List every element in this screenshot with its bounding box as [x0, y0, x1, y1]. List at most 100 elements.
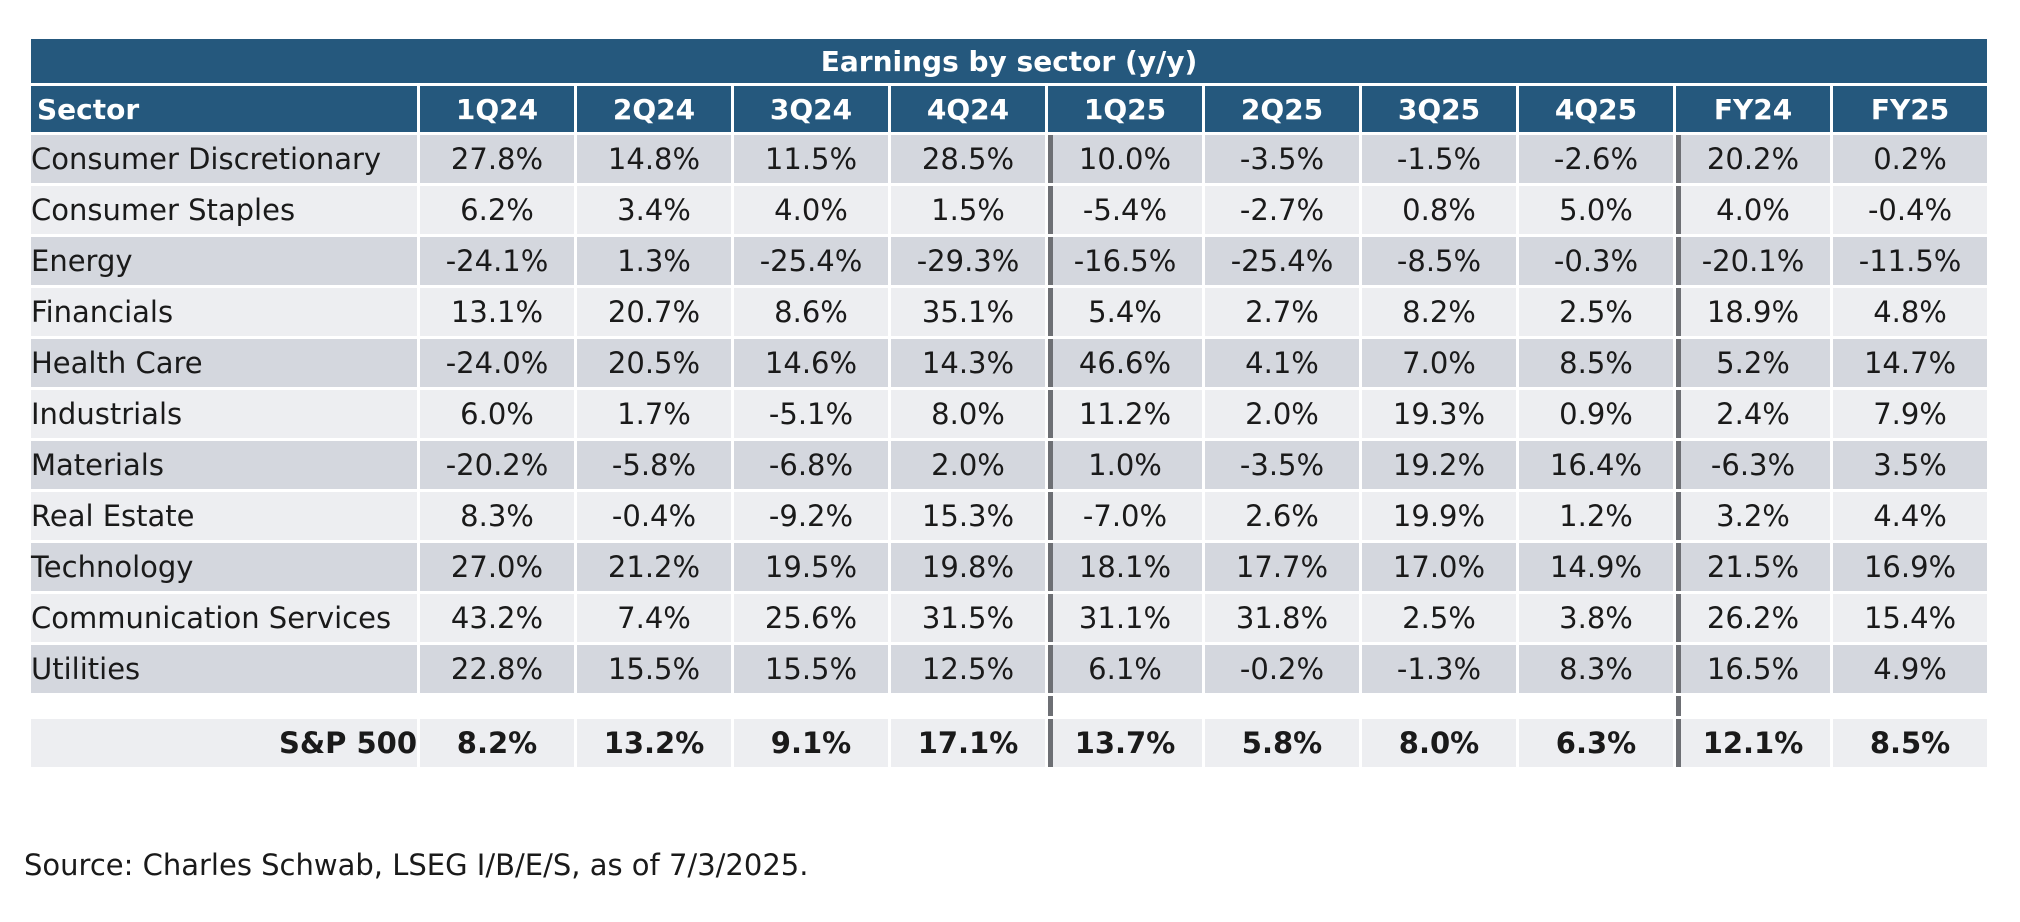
value-cell: 5.4%	[1048, 288, 1202, 336]
sector-name: Materials	[31, 441, 417, 489]
total-row: S&P 500 8.2% 13.2% 9.1% 17.1% 13.7% 5.8% 8.0% 6.…	[31, 719, 1988, 767]
table-row: Utilities 22.8% 15.5% 15.5% 12.5% 6.1% -0.2% -1…	[31, 645, 1988, 693]
total-label: S&P 500	[31, 719, 417, 767]
value-cell: 5.0%	[1519, 186, 1673, 234]
value-cell: -1.3%	[1362, 645, 1516, 693]
value-cell: 13.1%	[420, 288, 574, 336]
value-cell: 2.5%	[1519, 288, 1673, 336]
column-header: 1Q24	[420, 86, 574, 132]
value-cell: 16.5%	[1676, 645, 1830, 693]
value-cell: 2.5%	[1362, 594, 1516, 642]
value-cell: -16.5%	[1048, 237, 1202, 285]
spacer-cell	[1676, 696, 1830, 716]
value-cell: -5.8%	[577, 441, 731, 489]
value-cell: 1.0%	[1048, 441, 1202, 489]
value-cell: 17.7%	[1205, 543, 1359, 591]
value-cell: 0.9%	[1519, 390, 1673, 438]
table-row: Real Estate 8.3% -0.4% -9.2% 15.3% -7.0% 2.6% 1…	[31, 492, 1988, 540]
value-cell: 1.7%	[577, 390, 731, 438]
value-cell: 8.3%	[1519, 645, 1673, 693]
value-cell: 31.1%	[1048, 594, 1202, 642]
value-cell: 11.5%	[734, 135, 888, 183]
column-header: 4Q24	[891, 86, 1045, 132]
value-cell: 21.2%	[577, 543, 731, 591]
table-title: Earnings by sector (y/y)	[31, 39, 1988, 83]
total-value-cell: 5.8%	[1205, 719, 1359, 767]
value-cell: 8.0%	[891, 390, 1045, 438]
sector-name: Technology	[31, 543, 417, 591]
value-cell: 20.2%	[1676, 135, 1830, 183]
table-row: Energy -24.1% 1.3% -25.4% -29.3% -16.5% -25.4%…	[31, 237, 1988, 285]
value-cell: 3.4%	[577, 186, 731, 234]
column-header: 3Q25	[1362, 86, 1516, 132]
value-cell: 20.7%	[577, 288, 731, 336]
value-cell: -2.6%	[1519, 135, 1673, 183]
value-cell: 14.9%	[1519, 543, 1673, 591]
value-cell: 17.0%	[1362, 543, 1516, 591]
table-row: Health Care -24.0% 20.5% 14.6% 14.3% 46.6% 4.1…	[31, 339, 1988, 387]
value-cell: -3.5%	[1205, 135, 1359, 183]
total-value-cell: 6.3%	[1519, 719, 1673, 767]
table-row: Industrials 6.0% 1.7% -5.1% 8.0% 11.2% 2.0% 19.…	[31, 390, 1988, 438]
value-cell: -3.5%	[1205, 441, 1359, 489]
value-cell: -6.8%	[734, 441, 888, 489]
value-cell: 3.8%	[1519, 594, 1673, 642]
value-cell: -5.4%	[1048, 186, 1202, 234]
spacer-cell	[1205, 696, 1359, 716]
value-cell: 8.3%	[420, 492, 574, 540]
column-header-sector: Sector	[31, 86, 417, 132]
value-cell: -0.3%	[1519, 237, 1673, 285]
spacer-cell	[1362, 696, 1516, 716]
table-row: Consumer Staples 6.2% 3.4% 4.0% 1.5% -5.4% -2.…	[31, 186, 1988, 234]
spacer-cell	[1833, 696, 1988, 716]
value-cell: 19.9%	[1362, 492, 1516, 540]
spacer-cell	[577, 696, 731, 716]
sector-name: Communication Services	[31, 594, 417, 642]
sector-name: Energy	[31, 237, 417, 285]
value-cell: 27.0%	[420, 543, 574, 591]
total-value-cell: 8.0%	[1362, 719, 1516, 767]
column-header: 4Q25	[1519, 86, 1673, 132]
sector-name: Real Estate	[31, 492, 417, 540]
value-cell: 7.9%	[1833, 390, 1988, 438]
value-cell: 25.6%	[734, 594, 888, 642]
column-header: 2Q24	[577, 86, 731, 132]
sector-name: Consumer Discretionary	[31, 135, 417, 183]
value-cell: 6.1%	[1048, 645, 1202, 693]
value-cell: 27.8%	[420, 135, 574, 183]
value-cell: 7.0%	[1362, 339, 1516, 387]
total-value-cell: 8.2%	[420, 719, 574, 767]
sector-name: Utilities	[31, 645, 417, 693]
value-cell: 19.3%	[1362, 390, 1516, 438]
value-cell: -0.2%	[1205, 645, 1359, 693]
value-cell: 19.5%	[734, 543, 888, 591]
value-cell: 35.1%	[891, 288, 1045, 336]
value-cell: 2.0%	[891, 441, 1045, 489]
value-cell: 18.1%	[1048, 543, 1202, 591]
source-note: Source: Charles Schwab, LSEG I/B/E/S, as…	[24, 848, 809, 882]
column-header: 2Q25	[1205, 86, 1359, 132]
value-cell: 14.6%	[734, 339, 888, 387]
column-header: 3Q24	[734, 86, 888, 132]
total-value-cell: 12.1%	[1676, 719, 1830, 767]
value-cell: 4.8%	[1833, 288, 1988, 336]
value-cell: -8.5%	[1362, 237, 1516, 285]
value-cell: -1.5%	[1362, 135, 1516, 183]
value-cell: 16.9%	[1833, 543, 1988, 591]
value-cell: 5.2%	[1676, 339, 1830, 387]
spacer-cell	[31, 696, 417, 716]
value-cell: 28.5%	[891, 135, 1045, 183]
spacer-cell	[1519, 696, 1673, 716]
value-cell: 2.6%	[1205, 492, 1359, 540]
value-cell: 14.7%	[1833, 339, 1988, 387]
total-value-cell: 17.1%	[891, 719, 1045, 767]
sector-name: Health Care	[31, 339, 417, 387]
value-cell: -6.3%	[1676, 441, 1830, 489]
value-cell: 4.0%	[1676, 186, 1830, 234]
spacer-cell	[1048, 696, 1202, 716]
value-cell: 18.9%	[1676, 288, 1830, 336]
value-cell: 1.3%	[577, 237, 731, 285]
value-cell: -20.2%	[420, 441, 574, 489]
value-cell: 4.1%	[1205, 339, 1359, 387]
